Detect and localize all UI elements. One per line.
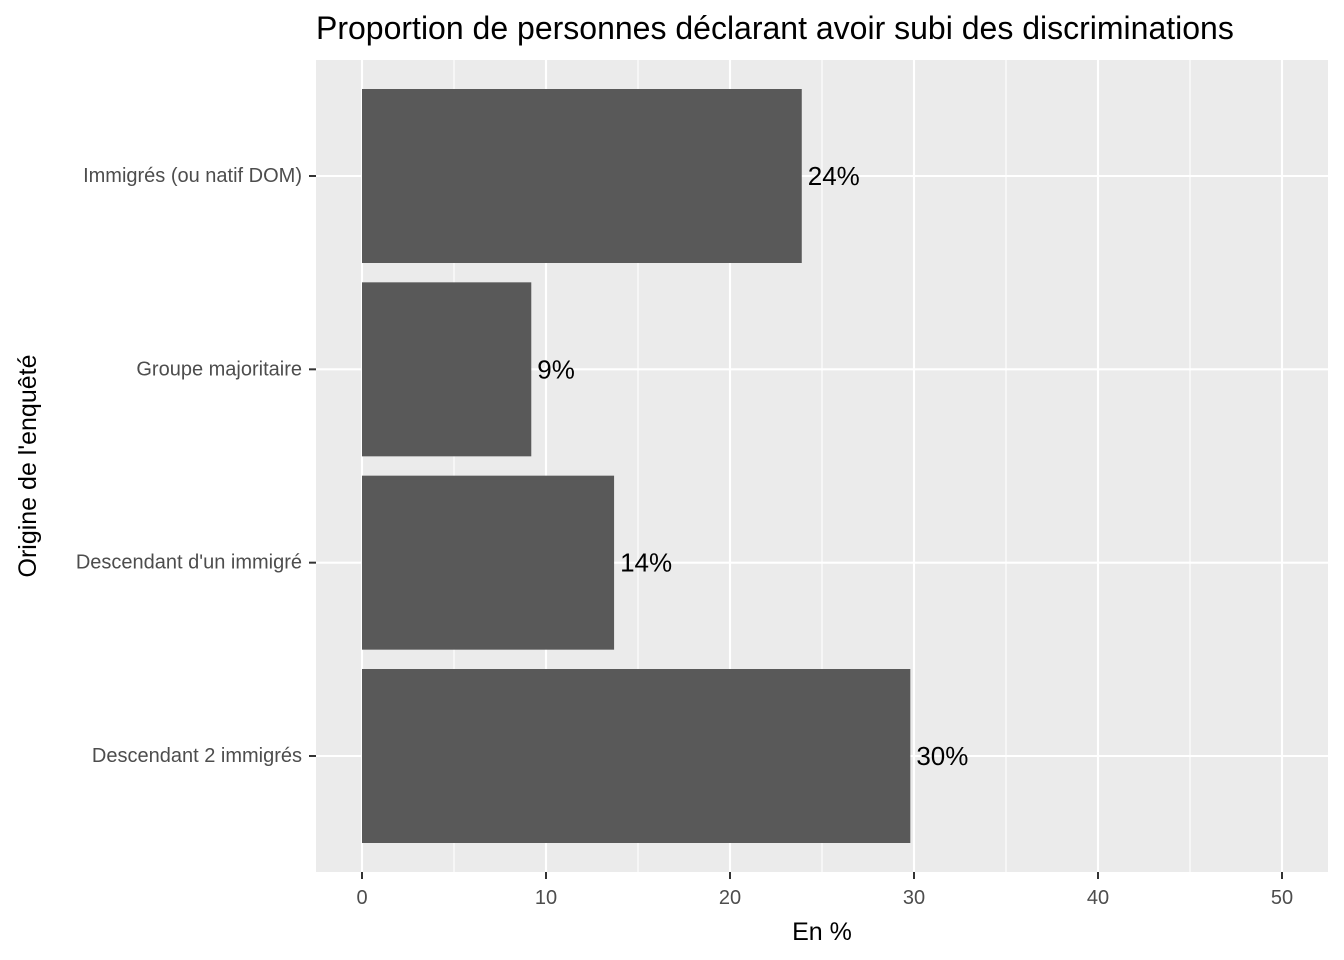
bar bbox=[362, 89, 802, 263]
bar bbox=[362, 669, 911, 843]
x-tick-label: 20 bbox=[719, 887, 741, 909]
x-tick-label: 0 bbox=[356, 887, 367, 909]
y-tick-label: Immigrés (ou natif DOM) bbox=[83, 165, 302, 187]
data-label: 30% bbox=[916, 741, 968, 771]
x-tick-label: 10 bbox=[535, 887, 557, 909]
bar bbox=[362, 282, 532, 457]
data-labels: 24% 9% 14% 30% bbox=[537, 161, 968, 771]
y-tick-label: Groupe majoritaire bbox=[136, 358, 302, 380]
bars bbox=[362, 89, 911, 843]
data-label: 24% bbox=[808, 161, 860, 191]
x-tick-label: 40 bbox=[1087, 887, 1109, 909]
data-label: 14% bbox=[620, 548, 672, 578]
bar bbox=[362, 475, 615, 650]
y-axis-title: Origine de l'enquêté bbox=[14, 355, 42, 578]
chart-title: Proportion de personnes déclarant avoir … bbox=[316, 10, 1234, 46]
y-tick-label: Descendant 2 immigrés bbox=[92, 745, 302, 767]
x-tick-label: 30 bbox=[903, 887, 925, 909]
data-label: 9% bbox=[537, 354, 575, 384]
x-tick-label: 50 bbox=[1271, 887, 1293, 909]
x-axis-title: En % bbox=[792, 918, 852, 946]
x-axis: 0 10 20 30 40 50 bbox=[356, 872, 1293, 909]
y-tick-label: Descendant d'un immigré bbox=[76, 552, 302, 574]
y-axis: Immigrés (ou natif DOM) Groupe majoritair… bbox=[76, 165, 316, 767]
